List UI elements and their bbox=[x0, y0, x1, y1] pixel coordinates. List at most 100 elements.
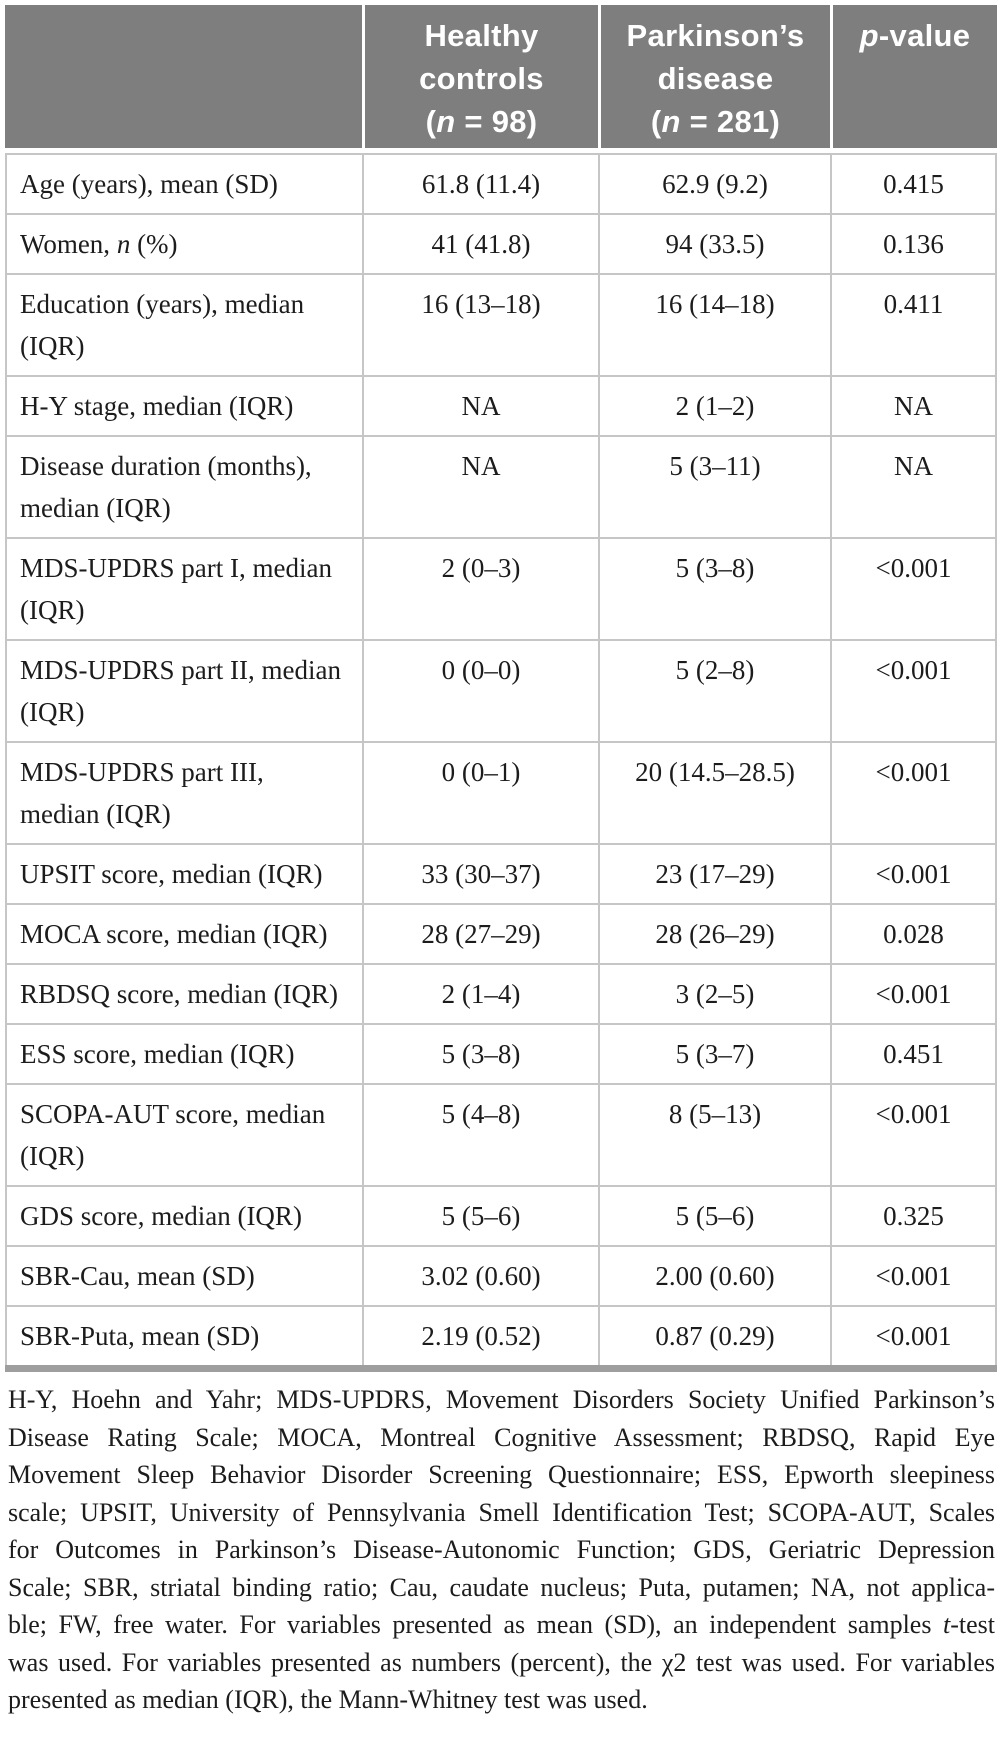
p-value-cell: NA bbox=[830, 437, 995, 537]
footnote-line: was used. For variables presented as num… bbox=[8, 1647, 995, 1677]
row-label: MOCA score, median (IQR) bbox=[20, 919, 328, 949]
parkinsons-value: 5 (3–11) bbox=[598, 437, 830, 537]
header-healthy-controls: Healthy controls (n = 98) bbox=[362, 5, 598, 148]
row-label: RBDSQ score, median (IQR) bbox=[20, 979, 338, 1009]
header-empty-cell bbox=[5, 5, 362, 148]
table-row-age: Age (years), mean (SD) 61.8 (11.4) 62.9 … bbox=[7, 155, 995, 213]
table-row-disease-duration: Disease duration (months), median (IQR) N… bbox=[7, 435, 995, 537]
healthy-controls-value: 61.8 (11.4) bbox=[362, 155, 598, 213]
healthy-controls-value: 0 (0–1) bbox=[362, 743, 598, 843]
healthy-controls-value: 3.02 (0.60) bbox=[362, 1247, 598, 1305]
healthy-controls-value: 28 (27–29) bbox=[362, 905, 598, 963]
footnote-line: ble; FW, free water. For variables prese… bbox=[8, 1610, 995, 1639]
row-label: MDS-UPDRS part III, median (IQR) bbox=[20, 757, 264, 829]
p-value-cell: <0.001 bbox=[830, 1307, 995, 1365]
healthy-controls-value: 5 (3–8) bbox=[362, 1025, 598, 1083]
p-value-cell: NA bbox=[830, 377, 995, 435]
footnote: H-Y, Hoehn and Yahr; MDS-UPDRS, Movement… bbox=[8, 1381, 995, 1719]
row-label: SBR-Puta, mean (SD) bbox=[20, 1321, 260, 1351]
healthy-controls-value: 16 (13–18) bbox=[362, 275, 598, 375]
table-row-women: Women, n (%) 41 (41.8) 94 (33.5) 0.136 bbox=[7, 213, 995, 273]
footnote-line: presented as median (IQR), the Mann-Whit… bbox=[8, 1685, 648, 1714]
parkinsons-value: 94 (33.5) bbox=[598, 215, 830, 273]
row-label: Women, n (%) bbox=[20, 229, 178, 259]
table-row-mds-updrs-3: MDS-UPDRS part III, median (IQR) 0 (0–1) … bbox=[7, 741, 995, 843]
header-parkinsons-disease: Parkinson’s disease (n = 281) bbox=[598, 5, 830, 148]
parkinsons-value: 23 (17–29) bbox=[598, 845, 830, 903]
p-value-cell: <0.001 bbox=[830, 845, 995, 903]
parkinsons-value: 62.9 (9.2) bbox=[598, 155, 830, 213]
parkinsons-value: 2.00 (0.60) bbox=[598, 1247, 830, 1305]
parkinsons-value: 3 (2–5) bbox=[598, 965, 830, 1023]
footnote-line: Scale; SBR, striatal binding ratio; Cau,… bbox=[8, 1572, 995, 1602]
p-value-cell: 0.415 bbox=[830, 155, 995, 213]
row-label: SBR-Cau, mean (SD) bbox=[20, 1261, 255, 1291]
row-label: MDS-UPDRS part I, median (IQR) bbox=[20, 553, 332, 625]
parkinsons-value: 0.87 (0.29) bbox=[598, 1307, 830, 1365]
p-value-cell: <0.001 bbox=[830, 539, 995, 639]
healthy-controls-value: NA bbox=[362, 437, 598, 537]
p-value-cell: <0.001 bbox=[830, 641, 995, 741]
footnote-line: scale; UPSIT, University of Pennsylvania… bbox=[8, 1497, 995, 1527]
p-value-cell: 0.325 bbox=[830, 1187, 995, 1245]
table-row-moca: MOCA score, median (IQR) 28 (27–29) 28 (… bbox=[7, 903, 995, 963]
header-parkinsons-n: (n = 281) bbox=[650, 104, 781, 139]
header-parkinsons-title: Parkinson’s disease bbox=[626, 18, 805, 96]
table-row-upsit: UPSIT score, median (IQR) 33 (30–37) 23 … bbox=[7, 843, 995, 903]
table-row-sbr-cau: SBR-Cau, mean (SD) 3.02 (0.60) 2.00 (0.6… bbox=[7, 1245, 995, 1305]
row-label: GDS score, median (IQR) bbox=[20, 1201, 302, 1231]
table-row-mds-updrs-2: MDS-UPDRS part II, median (IQR) 0 (0–0) 5… bbox=[7, 639, 995, 741]
parkinsons-value: 5 (5–6) bbox=[598, 1187, 830, 1245]
row-label: ESS score, median (IQR) bbox=[20, 1039, 295, 1069]
row-label: H-Y stage, median (IQR) bbox=[20, 391, 294, 421]
table-row-sbr-puta: SBR-Puta, mean (SD) 2.19 (0.52) 0.87 (0.… bbox=[7, 1305, 995, 1365]
footnote-line: for Outcomes in Parkinson’s Disease-Auto… bbox=[8, 1535, 995, 1564]
table-row-hy-stage: H-Y stage, median (IQR) NA 2 (1–2) NA bbox=[7, 375, 995, 435]
p-value-cell: 0.451 bbox=[830, 1025, 995, 1083]
table-row-ess: ESS score, median (IQR) 5 (3–8) 5 (3–7) … bbox=[7, 1023, 995, 1083]
healthy-controls-value: 33 (30–37) bbox=[362, 845, 598, 903]
p-value-cell: <0.001 bbox=[830, 743, 995, 843]
table-row-rbdsq: RBDSQ score, median (IQR) 2 (1–4) 3 (2–5… bbox=[7, 963, 995, 1023]
row-label: Education (years), median (IQR) bbox=[20, 289, 305, 361]
healthy-controls-value: 41 (41.8) bbox=[362, 215, 598, 273]
parkinsons-value: 20 (14.5–28.5) bbox=[598, 743, 830, 843]
healthy-controls-value: 2 (0–3) bbox=[362, 539, 598, 639]
footnote-line: Disease Rating Scale; MOCA, Montreal Cog… bbox=[8, 1422, 995, 1452]
p-value-cell: <0.001 bbox=[830, 1085, 995, 1185]
demographics-table: Healthy controls (n = 98) Parkinson’s di… bbox=[5, 5, 997, 1372]
row-label: MDS-UPDRS part II, median (IQR) bbox=[20, 655, 341, 727]
p-value-cell: 0.028 bbox=[830, 905, 995, 963]
table-row-mds-updrs-1: MDS-UPDRS part I, median (IQR) 2 (0–3) 5 … bbox=[7, 537, 995, 639]
table-header-row: Healthy controls (n = 98) Parkinson’s di… bbox=[5, 5, 997, 148]
table-bottom-border bbox=[5, 1365, 997, 1372]
table-row-scopa-aut: SCOPA-AUT score, median (IQR) 5 (4–8) 8 (… bbox=[7, 1083, 995, 1185]
healthy-controls-value: 2 (1–4) bbox=[362, 965, 598, 1023]
row-label: UPSIT score, median (IQR) bbox=[20, 859, 323, 889]
p-value-cell: 0.136 bbox=[830, 215, 995, 273]
header-healthy-controls-n: (n = 98) bbox=[425, 104, 538, 139]
row-label: Age (years), mean (SD) bbox=[20, 169, 278, 199]
healthy-controls-value: NA bbox=[362, 377, 598, 435]
parkinsons-value: 16 (14–18) bbox=[598, 275, 830, 375]
row-label: Disease duration (months), median (IQR) bbox=[20, 451, 312, 523]
row-label: SCOPA-AUT score, median (IQR) bbox=[20, 1099, 326, 1171]
p-value-cell: 0.411 bbox=[830, 275, 995, 375]
parkinsons-value: 28 (26–29) bbox=[598, 905, 830, 963]
healthy-controls-value: 2.19 (0.52) bbox=[362, 1307, 598, 1365]
header-healthy-controls-title: Healthy controls bbox=[419, 18, 544, 96]
footnote-line: H-Y, Hoehn and Yahr; MDS-UPDRS, Movement… bbox=[8, 1385, 995, 1414]
parkinsons-value: 8 (5–13) bbox=[598, 1085, 830, 1185]
p-value-cell: <0.001 bbox=[830, 965, 995, 1023]
parkinsons-value: 2 (1–2) bbox=[598, 377, 830, 435]
table-row-gds: GDS score, median (IQR) 5 (5–6) 5 (5–6) … bbox=[7, 1185, 995, 1245]
parkinsons-value: 5 (3–8) bbox=[598, 539, 830, 639]
header-p-value: p-value bbox=[830, 5, 997, 148]
healthy-controls-value: 5 (4–8) bbox=[362, 1085, 598, 1185]
parkinsons-value: 5 (3–7) bbox=[598, 1025, 830, 1083]
healthy-controls-value: 5 (5–6) bbox=[362, 1187, 598, 1245]
parkinsons-value: 5 (2–8) bbox=[598, 641, 830, 741]
footnote-line: Movement Sleep Behavior Disorder Screeni… bbox=[8, 1460, 995, 1489]
table-row-education: Education (years), median (IQR) 16 (13–18… bbox=[7, 273, 995, 375]
